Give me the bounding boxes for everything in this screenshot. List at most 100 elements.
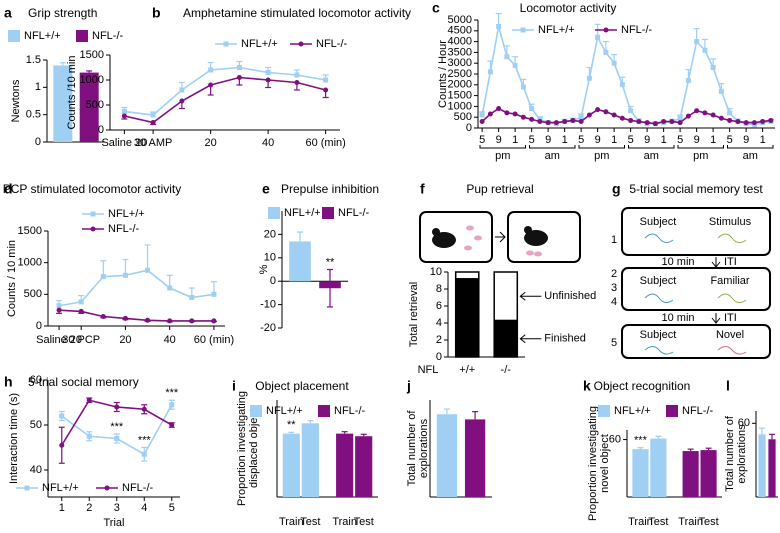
point — [121, 113, 127, 119]
x-tick-label: -/- — [501, 364, 512, 376]
mouse-icon — [524, 230, 548, 246]
point — [323, 77, 329, 83]
point — [150, 112, 156, 118]
legend-swatch — [598, 405, 610, 417]
point — [578, 114, 584, 120]
point — [553, 120, 559, 126]
mouse-ear — [432, 228, 440, 236]
panel-title: Pup retrieval — [466, 182, 533, 196]
y-tick-label: 500 — [24, 288, 42, 300]
panel-letter: c — [432, 0, 440, 16]
legend-marker — [90, 226, 96, 232]
point — [661, 119, 667, 125]
subject-label: Subject — [640, 329, 677, 341]
trial-number: 4 — [611, 296, 617, 308]
point — [56, 307, 62, 313]
period-label: pm — [693, 150, 708, 162]
y-tick-label: 1500 — [80, 49, 104, 61]
point — [718, 115, 724, 121]
x-tick-label: 9 — [644, 134, 650, 146]
period-label: pm — [495, 150, 510, 162]
series-line — [124, 66, 326, 116]
period-bracket — [628, 145, 675, 149]
point — [504, 110, 510, 116]
point — [768, 117, 774, 123]
point — [121, 109, 127, 114]
period-bracket — [529, 145, 576, 149]
x-tick-label: Test — [648, 516, 668, 528]
point — [141, 406, 147, 412]
pup-icon — [466, 225, 474, 231]
bar — [758, 434, 766, 497]
y-tick-label: 1500 — [448, 90, 472, 102]
point — [603, 109, 609, 115]
point — [677, 120, 683, 126]
y-tick-label: 1000 — [80, 74, 104, 86]
legend-label: NFL+/+ — [614, 405, 651, 417]
x-tick-label: 5 — [677, 134, 683, 146]
x-tick-label: 20 — [119, 334, 131, 346]
significance: *** — [110, 421, 124, 433]
panel-letter: h — [4, 374, 13, 390]
arrow — [519, 334, 542, 344]
point — [78, 308, 84, 314]
point — [710, 112, 716, 118]
point — [595, 107, 601, 113]
panel-letter: g — [612, 181, 621, 197]
point — [479, 112, 485, 118]
y-tick-label: 3000 — [448, 57, 472, 69]
point — [208, 82, 214, 88]
point — [520, 84, 526, 90]
x-tick-label: 1 — [611, 134, 617, 146]
point — [702, 47, 708, 53]
bar-segment — [493, 319, 519, 358]
interval-label: ITI — [724, 312, 737, 324]
legend-label: NFL-/- — [338, 207, 370, 219]
y-tick-label: 0 — [98, 124, 104, 136]
x-tick-label: 9 — [694, 134, 700, 146]
x-tick-label: Saline 20 — [36, 334, 82, 346]
point — [504, 54, 510, 60]
trial-number: 3 — [611, 282, 617, 294]
point — [487, 111, 493, 117]
mouse-sketch — [717, 233, 747, 244]
point — [265, 77, 271, 83]
y-axis-label: Total number of — [406, 410, 418, 487]
period-bracket — [727, 145, 774, 149]
point — [578, 119, 584, 125]
arrow — [519, 291, 542, 301]
point — [167, 285, 173, 291]
arrow — [495, 231, 506, 243]
period-label: pm — [594, 150, 609, 162]
bar — [53, 65, 73, 142]
y-axis-label: displaced object — [248, 409, 260, 488]
x-tick-label: Test — [354, 516, 374, 528]
point — [529, 116, 535, 122]
y-tick-label: 60 — [738, 417, 750, 429]
x-tick-label: 5 — [628, 134, 634, 146]
bar — [289, 241, 311, 282]
y-tick-label: 1 — [35, 81, 41, 93]
point — [100, 314, 106, 319]
y-tick-label: 4500 — [448, 25, 472, 37]
x-tick-label: 1 — [661, 134, 667, 146]
x-tick-label: 40 — [164, 334, 176, 346]
x-axis-label: Trial — [104, 517, 125, 529]
bar — [682, 451, 699, 497]
point — [685, 113, 691, 119]
x-tick-label: +/+ — [459, 364, 475, 376]
bar — [632, 449, 649, 497]
point — [167, 318, 173, 324]
point — [59, 413, 65, 419]
series-line — [124, 76, 326, 124]
y-tick-label: 0 — [36, 320, 42, 332]
trial-number: 2 — [611, 268, 617, 280]
significance: ** — [287, 419, 296, 431]
mouse-sketch — [644, 346, 674, 355]
point — [669, 119, 675, 125]
period-bracket — [677, 145, 724, 149]
point — [727, 110, 733, 116]
point — [710, 65, 716, 71]
point — [685, 77, 691, 83]
mouse-sketch — [717, 346, 747, 355]
